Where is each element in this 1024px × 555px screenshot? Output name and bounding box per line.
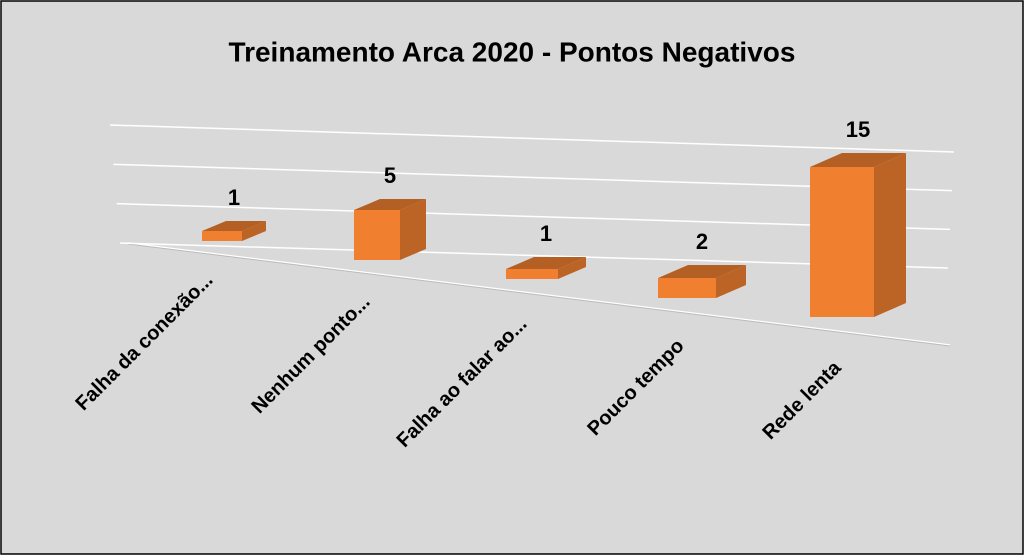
bar [658, 278, 716, 298]
bar-side [874, 153, 906, 317]
bar-top [202, 221, 266, 231]
bar [202, 231, 242, 241]
data-label: 1 [228, 185, 240, 210]
bar-top [810, 153, 906, 167]
bar-side [558, 257, 586, 279]
floor-edge-shadow [127, 243, 951, 347]
bar [810, 167, 874, 317]
bar [506, 269, 558, 279]
bar-top [354, 199, 426, 210]
floor-edge [127, 242, 951, 346]
data-label: 15 [846, 117, 870, 142]
data-label: 5 [384, 163, 396, 188]
bar-side [242, 221, 266, 241]
bar-top [658, 265, 746, 278]
chart-title: Treinamento Arca 2020 - Pontos Negativos [229, 36, 796, 67]
bar [354, 210, 400, 260]
data-label: 2 [696, 229, 708, 254]
grid-line [109, 124, 955, 153]
bar-side [716, 265, 746, 298]
bar-side [400, 199, 426, 260]
data-label: 1 [540, 221, 552, 246]
bar-top [506, 257, 586, 269]
